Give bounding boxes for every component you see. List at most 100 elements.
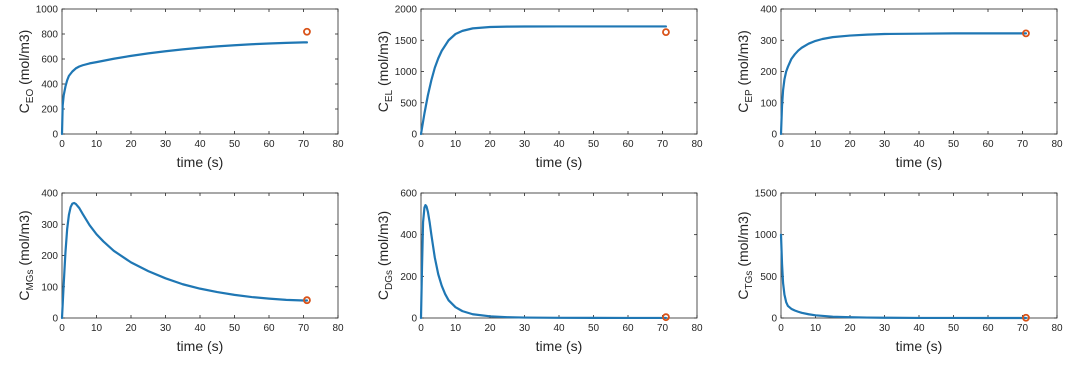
y-tick-label: 2000 — [395, 5, 418, 16]
series-line — [419, 25, 668, 136]
x-tick-label: 0 — [59, 323, 65, 334]
y-tick-label: 300 — [760, 36, 777, 47]
x-tick-label: 70 — [298, 139, 310, 150]
y-axis-label: CEO (mol/m3) — [16, 30, 36, 114]
series-line — [779, 233, 1028, 320]
y-tick-label: 800 — [41, 30, 58, 41]
subplot-4: 0 10 20 30 40 50 60 70 80 0 100 200 300 400 time (s) CM… — [16, 189, 344, 355]
x-tick-label: 60 — [622, 323, 634, 334]
x-tick-label: 40 — [913, 139, 925, 150]
y-tick-label: 1500 — [395, 36, 418, 47]
series-line — [779, 32, 1028, 136]
x-tick-label: 10 — [450, 323, 462, 334]
y-tick-label: 1500 — [755, 189, 778, 200]
y-tick-label: 100 — [760, 98, 777, 109]
x-tick-label: 20 — [844, 323, 856, 334]
plot-area — [61, 8, 339, 135]
subplot-3: 0 10 20 30 40 50 60 70 80 0 100 200 300 400 time (s) CE… — [735, 5, 1063, 171]
x-tick-label: 80 — [691, 139, 703, 150]
y-axis-label: CMGs (mol/m3) — [16, 210, 36, 300]
x-tick-label: 70 — [657, 139, 669, 150]
plot-area — [780, 8, 1058, 135]
x-axis-label: time (s) — [896, 338, 943, 354]
y-axis-label: CEL (mol/m3) — [375, 31, 395, 112]
x-tick-label: 10 — [91, 323, 103, 334]
x-tick-label: 0 — [778, 139, 784, 150]
x-axis-label: time (s) — [177, 154, 224, 170]
y-label-unit: (mol/m3) — [735, 211, 751, 270]
x-tick-label: 40 — [553, 323, 565, 334]
y-tick-label: 1000 — [755, 230, 778, 241]
x-tick-label: 0 — [418, 323, 424, 334]
x-tick-label: 30 — [160, 323, 172, 334]
series-line — [419, 203, 668, 320]
x-axis-label: time (s) — [536, 154, 583, 170]
y-tick-label: 0 — [52, 130, 58, 141]
y-tick-label: 500 — [760, 272, 777, 283]
x-tick-label: 20 — [125, 139, 137, 150]
x-tick-label: 80 — [691, 323, 703, 334]
y-label-subscript: EL — [384, 89, 395, 102]
y-tick-label: 0 — [52, 314, 58, 325]
y-tick-label: 600 — [400, 189, 417, 200]
x-tick-label: 50 — [948, 139, 960, 150]
x-tick-label: 80 — [1051, 323, 1063, 334]
series-line — [60, 41, 309, 136]
y-label-subscript: EP — [744, 89, 755, 103]
y-label-subscript: TGs — [744, 271, 755, 290]
y-label-unit: (mol/m3) — [375, 31, 391, 90]
x-tick-label: 10 — [810, 139, 822, 150]
x-tick-label: 40 — [194, 323, 206, 334]
y-tick-label: 100 — [41, 282, 58, 293]
x-tick-label: 70 — [1017, 139, 1029, 150]
x-axis-label: time (s) — [177, 338, 224, 354]
data-point-marker — [1022, 313, 1030, 322]
y-tick-label: 1000 — [36, 5, 59, 16]
x-tick-label: 70 — [298, 323, 310, 334]
subplot-6: 0 10 20 30 40 50 60 70 80 0 500 1000 1500 time (s) CTG… — [735, 189, 1063, 355]
x-tick-label: 20 — [125, 323, 137, 334]
x-tick-label: 50 — [229, 323, 241, 334]
x-tick-label: 50 — [229, 139, 241, 150]
x-tick-label: 0 — [59, 139, 65, 150]
x-tick-label: 0 — [418, 139, 424, 150]
y-tick-label: 0 — [411, 130, 417, 141]
x-tick-label: 40 — [194, 139, 206, 150]
y-label-main: C — [16, 103, 32, 113]
y-tick-label: 200 — [760, 67, 777, 78]
data-point-marker — [662, 28, 670, 37]
series-line — [60, 201, 309, 320]
y-label-subscript: MGs — [25, 269, 36, 290]
y-label-unit: (mol/m3) — [735, 30, 751, 89]
data-point-marker — [1022, 29, 1030, 38]
x-tick-label: 80 — [332, 139, 344, 150]
y-tick-label: 400 — [41, 189, 58, 200]
y-tick-label: 0 — [771, 130, 777, 141]
y-label-main: C — [16, 291, 32, 301]
y-axis-label: CDGs (mol/m3) — [375, 211, 395, 300]
x-tick-label: 30 — [519, 323, 531, 334]
x-tick-label: 40 — [553, 139, 565, 150]
plot-area — [420, 192, 698, 319]
y-label-main: C — [735, 289, 751, 299]
x-tick-label: 10 — [810, 323, 822, 334]
y-axis-label: CTGs (mol/m3) — [735, 211, 755, 299]
x-tick-label: 20 — [484, 323, 496, 334]
x-tick-label: 50 — [948, 323, 960, 334]
x-tick-label: 50 — [588, 323, 600, 334]
y-tick-label: 200 — [41, 251, 58, 262]
y-label-unit: (mol/m3) — [16, 210, 32, 269]
x-tick-label: 0 — [778, 323, 784, 334]
y-tick-label: 200 — [400, 272, 417, 283]
y-tick-label: 600 — [41, 55, 58, 66]
plot-area — [780, 192, 1058, 319]
plot-area — [61, 192, 339, 319]
y-tick-label: 400 — [760, 5, 777, 16]
x-tick-label: 10 — [450, 139, 462, 150]
x-tick-label: 60 — [622, 139, 634, 150]
y-tick-label: 0 — [411, 314, 417, 325]
subplot-2: 0 10 20 30 40 50 60 70 80 0 500 1000 1500 2000 time (s… — [375, 5, 703, 171]
x-tick-label: 30 — [519, 139, 531, 150]
